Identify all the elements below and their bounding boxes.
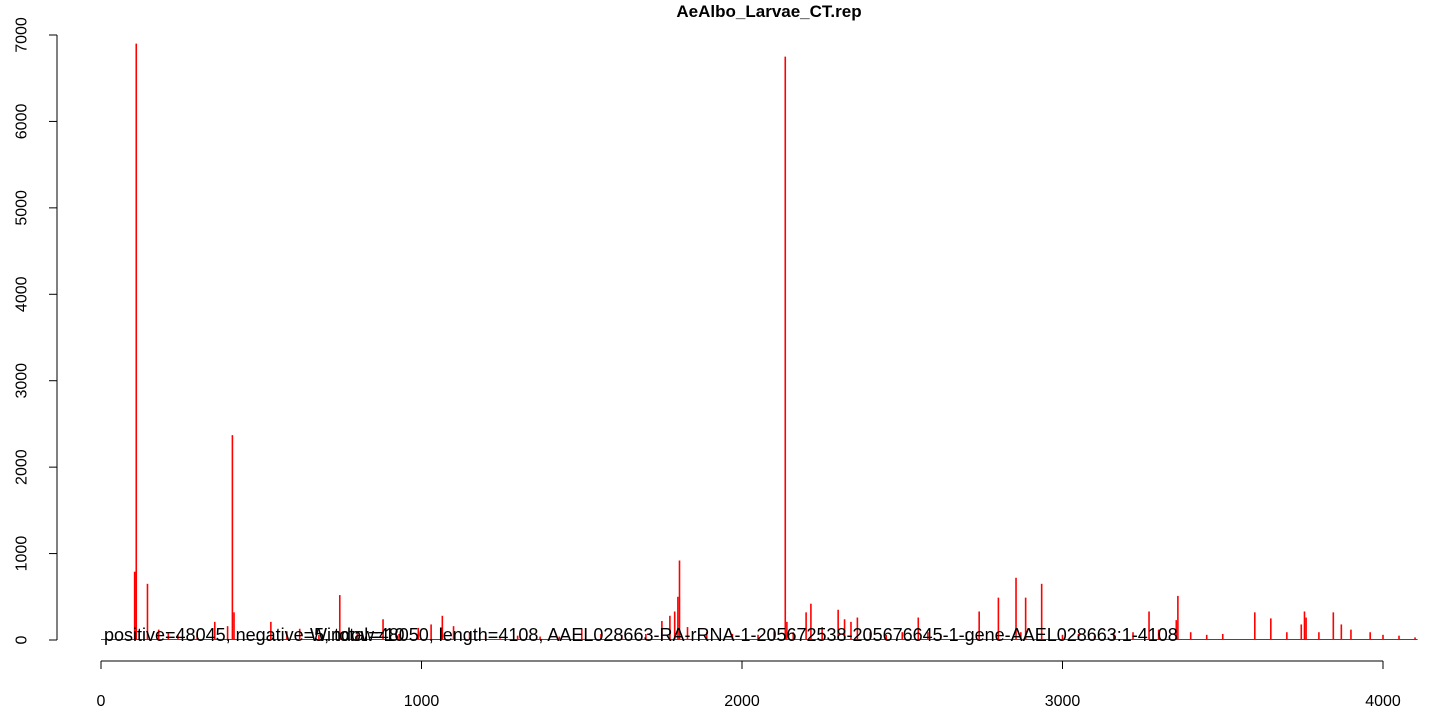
chart-title: AeAlbo_Larvae_CT.rep <box>676 2 861 21</box>
x-tick-label: 2000 <box>724 693 760 710</box>
window-annotation: Window=10 <box>310 625 405 645</box>
y-tick-label: 2000 <box>14 449 31 485</box>
y-tick-label: 3000 <box>14 363 31 399</box>
x-tick-label: 1000 <box>404 693 440 710</box>
x-tick-label: 4000 <box>1365 693 1401 710</box>
x-tick-label: 3000 <box>1045 693 1081 710</box>
x-axis-ticks: 0 1000 2000 3000 4000 <box>97 661 1401 710</box>
stats-annotation: positive=48045, negative=5, total=48050,… <box>104 625 1178 645</box>
bars-layer <box>101 43 1418 640</box>
y-tick-label: 5000 <box>14 190 31 226</box>
y-tick-label: 0 <box>14 635 31 644</box>
y-tick-label: 7000 <box>14 17 31 53</box>
y-tick-label: 1000 <box>14 536 31 572</box>
x-tick-label: 0 <box>97 693 106 710</box>
y-tick-label: 6000 <box>14 104 31 140</box>
y-axis-ticks: 0 1000 2000 3000 4000 5000 6000 7000 <box>14 17 57 644</box>
y-tick-label: 4000 <box>14 276 31 312</box>
